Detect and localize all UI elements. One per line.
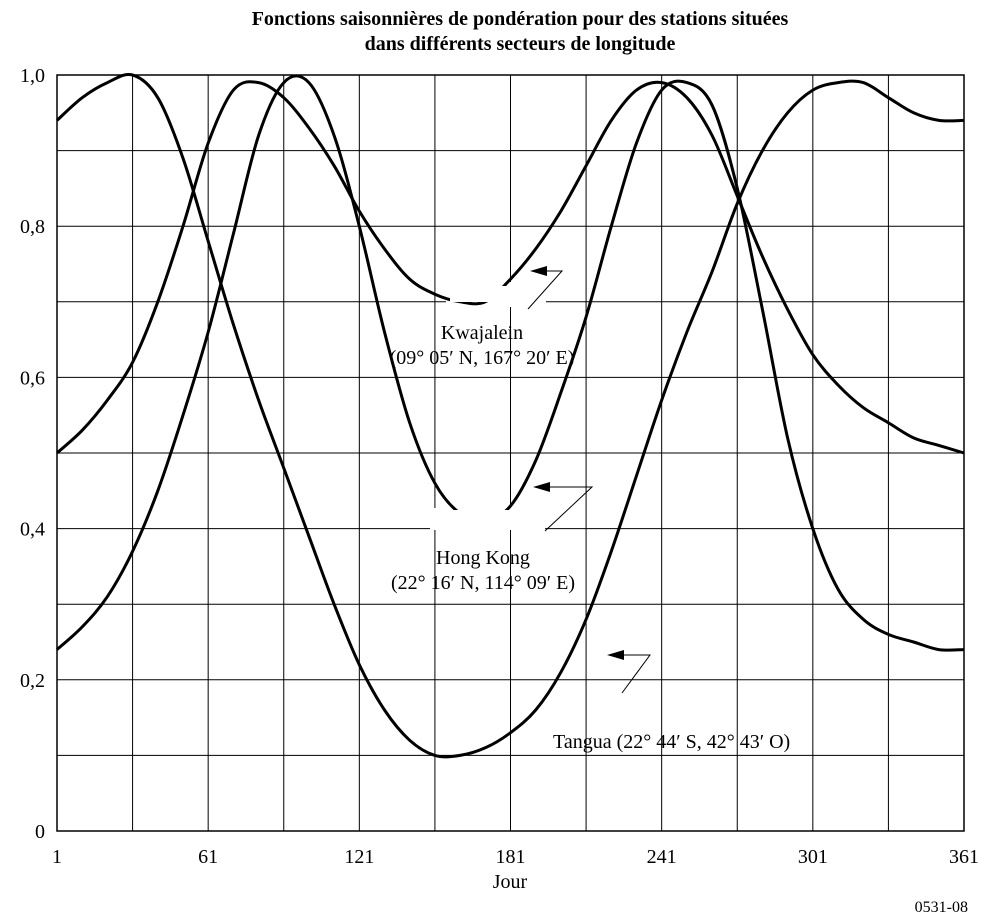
x-tick-label: 1 (52, 846, 62, 868)
y-tick-label: 0 (35, 821, 45, 843)
tangua-pointer (607, 650, 651, 694)
tangua-arrowhead (607, 650, 624, 660)
y-tick-label: 1,0 (20, 65, 45, 87)
x-tick-label: 61 (198, 846, 218, 868)
chart-title-line2: dans différents secteurs de longitude (365, 33, 676, 55)
x-tick-label: 121 (344, 846, 374, 868)
hongkong-arrowhead (533, 482, 550, 492)
kwajalein-label-coords: (09° 05′ N, 167° 20′ E) (390, 347, 575, 369)
hongkong-pointer (533, 482, 594, 532)
x-tick-label: 181 (496, 846, 526, 868)
plot-frame (56, 74, 965, 832)
y-tick-label: 0,2 (20, 670, 45, 692)
hongkong-curve (55, 74, 965, 652)
x-tick-label: 241 (647, 846, 677, 868)
x-axis-label: Jour (493, 871, 528, 893)
x-tick-label: 361 (949, 846, 979, 868)
tangua-curve (55, 72, 965, 759)
hongkong-label-name: Hong Kong (436, 547, 530, 569)
hongkong-label-coords: (22° 16′ N, 114° 09′ E) (391, 572, 575, 594)
tick-labels: 1 61 121 181 241 301 361 0 0,2 0,4 0,6 0,8 1,0 (20, 65, 979, 868)
kwajalein-curve (55, 80, 965, 455)
annotation-backgrounds (430, 282, 546, 530)
kwajalein-arrowhead (530, 266, 547, 276)
kwajalein-pointer (527, 266, 564, 310)
kwajalein-label-name: Kwajalein (441, 322, 523, 344)
y-tick-label: 0,4 (20, 519, 45, 541)
x-tick-label: 301 (798, 846, 828, 868)
y-tick-label: 0,6 (20, 367, 45, 389)
series-curves (55, 72, 965, 759)
chart-title-line1: Fonctions saisonnières de pondération po… (252, 8, 789, 30)
tangua-label: Tangua (22° 44′ S, 42° 43′ O) (553, 731, 790, 753)
kwajalein-curve-break (450, 286, 542, 302)
y-tick-label: 0,8 (20, 216, 45, 238)
hongkong-curve-break (435, 510, 541, 528)
figure-id: 0531-08 (915, 899, 968, 916)
